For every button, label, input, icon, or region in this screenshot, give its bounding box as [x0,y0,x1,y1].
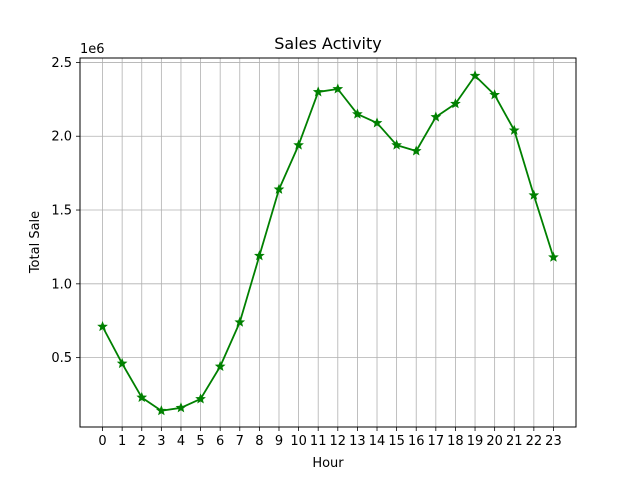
chart-title: Sales Activity [274,34,382,53]
data-point-star [528,189,540,200]
data-point-star [97,321,108,332]
x-tick-label: 3 [157,434,165,449]
data-point-star [332,83,344,94]
data-point-star [469,70,481,81]
data-point-star [136,391,148,403]
data-point-star [273,183,285,194]
data-point-star [371,117,383,128]
x-tick-label: 2 [138,434,146,449]
data-point-star [254,250,265,261]
x-tick-label: 13 [349,434,366,449]
x-tick-label: 7 [236,434,244,449]
x-tick-label: 21 [506,434,523,449]
data-point-star [156,405,167,416]
x-tick-label: 0 [98,434,106,449]
data-point-star [175,402,187,413]
x-axis-label: Hour [312,456,344,471]
x-tick-label: 10 [290,434,307,449]
x-tick-label: 9 [275,434,283,449]
x-tick-label: 5 [196,434,204,449]
data-point-star [352,108,363,119]
data-point-star [195,393,206,404]
data-point-star [508,124,520,135]
x-tick-label: 6 [216,434,224,449]
data-point-star [450,98,461,109]
y-axis-ticks: 0.5 1.0 1.5 2.0 2.5 [51,56,80,366]
data-point-star [548,251,559,262]
x-tick-label: 11 [310,434,327,449]
data-point-star [214,360,226,372]
data-point-star [430,111,442,122]
x-axis-ticks: 0 1 2 3 4 5 6 7 8 9 10 11 12 13 14 15 16 17 18 19 20 21 22 23 [98,427,562,449]
grid [80,58,576,427]
data-point-star [489,89,500,100]
x-tick-label: 1 [118,434,126,449]
y-axis-offset-label: 1e6 [80,42,105,57]
x-tick-label: 8 [255,434,263,449]
y-tick-label: 1.0 [51,277,72,292]
x-tick-label: 20 [486,434,503,449]
x-tick-label: 23 [545,434,562,449]
data-point-star [234,316,246,327]
data-point-star [116,357,128,369]
data-point-star [312,86,324,97]
plot-frame [79,57,577,428]
x-tick-label: 14 [369,434,386,449]
y-tick-label: 2.0 [51,130,72,145]
x-tick-label: 22 [526,434,543,449]
y-tick-label: 1.5 [51,204,72,219]
data-point-star [410,145,422,156]
y-tick-label: 0.5 [51,351,72,366]
x-tick-label: 19 [467,434,484,449]
y-tick-label: 2.5 [51,56,72,71]
x-tick-label: 16 [408,434,425,449]
x-tick-label: 17 [428,434,445,449]
x-tick-label: 15 [388,434,405,449]
y-axis-label: Total Sale [28,211,43,274]
data-point-star [293,139,304,150]
x-tick-label: 4 [177,434,185,449]
series-layer [97,70,559,416]
x-tick-label: 18 [447,434,464,449]
series-line [101,74,555,412]
data-point-star [391,139,402,150]
x-tick-label: 12 [330,434,347,449]
